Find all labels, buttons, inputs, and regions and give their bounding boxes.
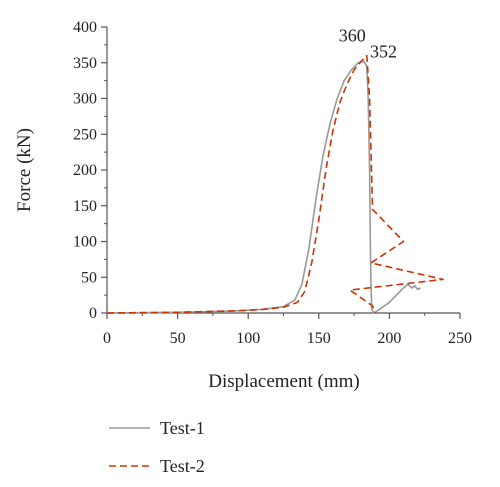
axes: 0 50 100 150 200 250 300 350 400 0 50 100 150 200 250 xyxy=(73,19,472,347)
series-line-test-2 xyxy=(106,54,444,314)
y-tick-label: 100 xyxy=(73,234,97,251)
x-tick-label: 0 xyxy=(103,330,111,347)
y-tick-label: 150 xyxy=(73,198,97,215)
y-tick-label: 350 xyxy=(73,55,97,72)
legend-label: Test-2 xyxy=(160,456,205,476)
y-tick-label: 250 xyxy=(73,126,97,143)
y-tick-label: 400 xyxy=(73,19,97,36)
x-tick-label: 50 xyxy=(170,330,186,347)
series-layer xyxy=(106,54,444,314)
x-tick-label: 100 xyxy=(236,330,260,347)
y-tick-label: 50 xyxy=(81,269,97,286)
annotation-label: 352 xyxy=(370,41,397,61)
legend-label: Test-1 xyxy=(160,418,205,438)
x-axis-title: Displacement (mm) xyxy=(208,371,359,392)
y-axis-title: Force (kN) xyxy=(14,128,35,212)
y-tick-label: 300 xyxy=(73,91,97,108)
x-tick-label: 150 xyxy=(307,330,331,347)
x-tick-label: 200 xyxy=(377,330,401,347)
legend: Test-1 Test-2 xyxy=(109,418,205,476)
y-tick-label: 200 xyxy=(73,162,97,179)
annotation-label: 360 xyxy=(339,26,366,46)
series-line-test-1 xyxy=(106,60,421,314)
x-tick-label: 250 xyxy=(448,330,472,347)
y-tick-label: 0 xyxy=(89,305,97,322)
